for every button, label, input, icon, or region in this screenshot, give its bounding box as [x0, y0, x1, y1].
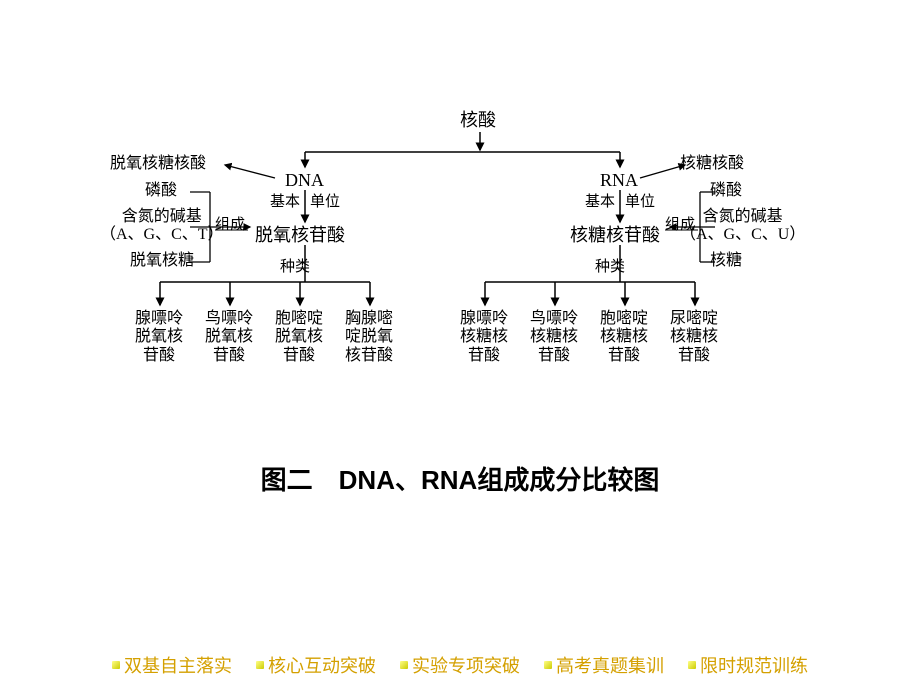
node-r4: 尿嘧啶 核糖核 苷酸: [670, 310, 718, 365]
nav-label: 核心互动突破: [268, 652, 376, 678]
node-rna: RNA: [600, 170, 638, 191]
node-rna-unit: 核糖核苷酸: [570, 225, 660, 246]
diagram-container: 核酸 DNA RNA 脱氧核糖核酸 核糖核酸 脱氧核苷酸 核糖核苷酸 磷酸 含氮…: [110, 110, 810, 420]
node-r1: 腺嘌呤 核糖核 苷酸: [460, 310, 508, 365]
lbl-compose-r: 组成: [665, 213, 695, 234]
node-r3: 胞嘧啶 核糖核 苷酸: [600, 310, 648, 365]
nav-dot-icon: [112, 661, 120, 669]
node-dna-comp1: 磷酸: [145, 182, 177, 200]
node-dna-unit: 脱氧核苷酸: [255, 225, 345, 246]
nav-label: 双基自主落实: [124, 652, 232, 678]
node-d4: 胸腺嘧 啶脱氧 核苷酸: [345, 310, 393, 365]
figure-caption: 图二 DNA、RNA组成成分比较图: [0, 460, 920, 497]
node-rna-comp3: 核糖: [710, 252, 742, 270]
lbl-kinds-r: 种类: [595, 255, 625, 276]
nav-label: 高考真题集训: [556, 652, 664, 678]
node-root: 核酸: [460, 110, 496, 131]
nav-btn-2[interactable]: 核心互动突破: [256, 652, 376, 678]
lbl-basic-l: 基本: [270, 190, 300, 211]
bottom-nav: 双基自主落实 核心互动突破 实验专项突破 高考真题集训 限时规范训练: [0, 652, 920, 678]
node-rna-comp1: 磷酸: [710, 182, 742, 200]
nav-label: 限时规范训练: [700, 652, 808, 678]
nav-btn-5[interactable]: 限时规范训练: [688, 652, 808, 678]
nav-label: 实验专项突破: [412, 652, 520, 678]
node-r2: 鸟嘌呤 核糖核 苷酸: [530, 310, 578, 365]
lbl-basic-r: 基本: [585, 190, 615, 211]
node-dna: DNA: [285, 170, 324, 191]
nav-btn-3[interactable]: 实验专项突破: [400, 652, 520, 678]
nav-dot-icon: [400, 661, 408, 669]
lbl-unit-l: 单位: [310, 190, 340, 211]
lbl-kinds-l: 种类: [280, 255, 310, 276]
node-d3: 胞嘧啶 脱氧核 苷酸: [275, 310, 323, 365]
node-dna-comp2: 含氮的碱基 （A、G、C、T）: [100, 208, 224, 245]
nav-dot-icon: [688, 661, 696, 669]
node-rna-full: 核糖核酸: [680, 155, 744, 173]
nav-btn-1[interactable]: 双基自主落实: [112, 652, 232, 678]
node-d1: 腺嘌呤 脱氧核 苷酸: [135, 310, 183, 365]
node-dna-full: 脱氧核糖核酸: [110, 155, 206, 173]
nav-dot-icon: [544, 661, 552, 669]
nav-btn-4[interactable]: 高考真题集训: [544, 652, 664, 678]
node-d2: 鸟嘌呤 脱氧核 苷酸: [205, 310, 253, 365]
lbl-compose-l: 组成: [215, 213, 245, 234]
lbl-unit-r: 单位: [625, 190, 655, 211]
nav-dot-icon: [256, 661, 264, 669]
node-rna-comp2: 含氮的碱基 （A、G、C、U）: [680, 208, 805, 245]
node-dna-comp3: 脱氧核糖: [130, 252, 194, 270]
